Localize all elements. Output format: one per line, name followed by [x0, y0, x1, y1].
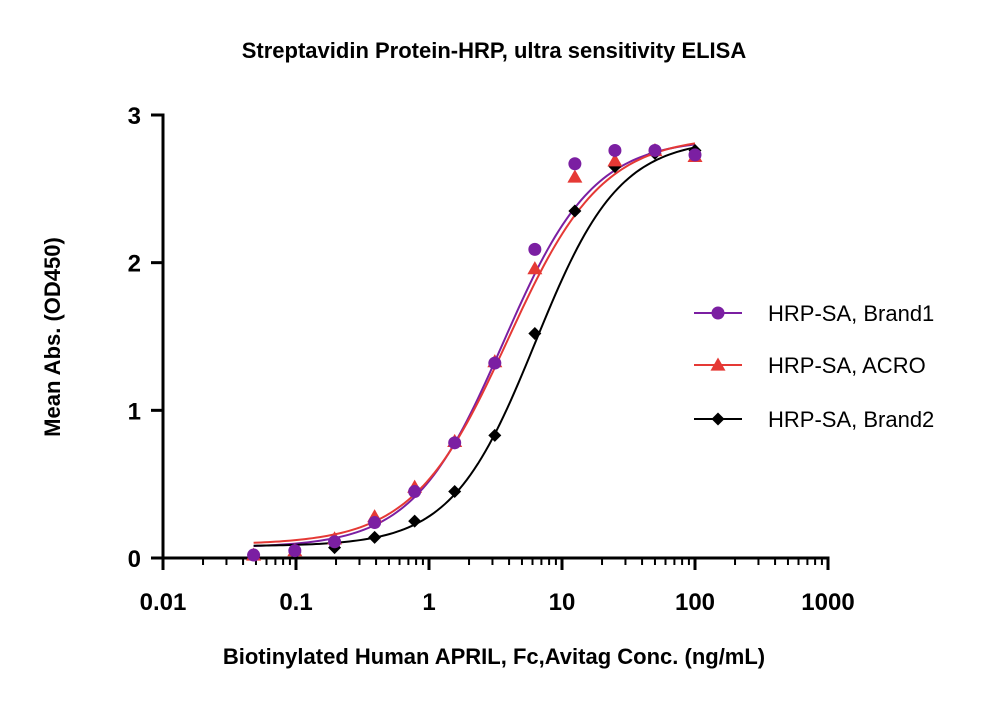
data-points [246, 142, 703, 562]
x-tick-label: 100 [675, 589, 715, 616]
legend-marker [711, 412, 725, 426]
legend-label: HRP-SA, Brand2 [768, 407, 934, 432]
x-tick-label: 0.1 [279, 589, 312, 616]
data-point [448, 436, 462, 450]
data-point [328, 535, 342, 549]
y-tick-label: 1 [128, 398, 141, 425]
data-point [688, 148, 702, 162]
fit-curve [253, 143, 696, 548]
data-point [528, 327, 542, 341]
data-point [448, 485, 462, 499]
x-tick-label: 1000 [801, 589, 854, 616]
y-tick-label: 3 [128, 103, 141, 130]
data-point [488, 356, 502, 370]
fit-curves [253, 142, 696, 548]
data-point [527, 261, 543, 275]
legend: HRP-SA, Brand1 HRP-SA, ACRO HRP-SA, Brand2 [694, 301, 934, 432]
data-point [247, 548, 261, 562]
y-tick-label: 0 [128, 546, 141, 573]
data-point [368, 530, 382, 544]
y-tick-label: 2 [128, 251, 141, 278]
legend-label: HRP-SA, ACRO [768, 353, 926, 378]
data-point [567, 169, 583, 183]
legend-marker [710, 357, 726, 371]
y-axis-label: Mean Abs. (OD450) [40, 237, 65, 437]
data-point [528, 242, 542, 256]
data-point [568, 204, 582, 218]
fit-curve [253, 146, 696, 547]
data-point [288, 544, 302, 558]
legend-label: HRP-SA, Brand1 [768, 301, 934, 326]
fit-curve [253, 142, 696, 544]
axes: 0.01 0.1 1 10 100 1000 0 1 2 3 [128, 103, 855, 616]
data-point [568, 157, 582, 171]
x-axis-label: Biotinylated Human APRIL, Fc,Avitag Conc… [223, 644, 765, 669]
data-point [408, 514, 422, 528]
x-tick-label: 0.01 [140, 589, 187, 616]
chart-title: Streptavidin Protein-HRP, ultra sensitiv… [242, 38, 747, 63]
data-point [648, 143, 662, 157]
data-point [608, 143, 622, 157]
data-point [408, 485, 422, 499]
data-point [368, 516, 382, 530]
x-tick-label: 10 [549, 589, 576, 616]
data-point [607, 153, 623, 167]
legend-marker [711, 306, 725, 320]
x-tick-label: 1 [422, 589, 435, 616]
data-point [488, 428, 502, 442]
